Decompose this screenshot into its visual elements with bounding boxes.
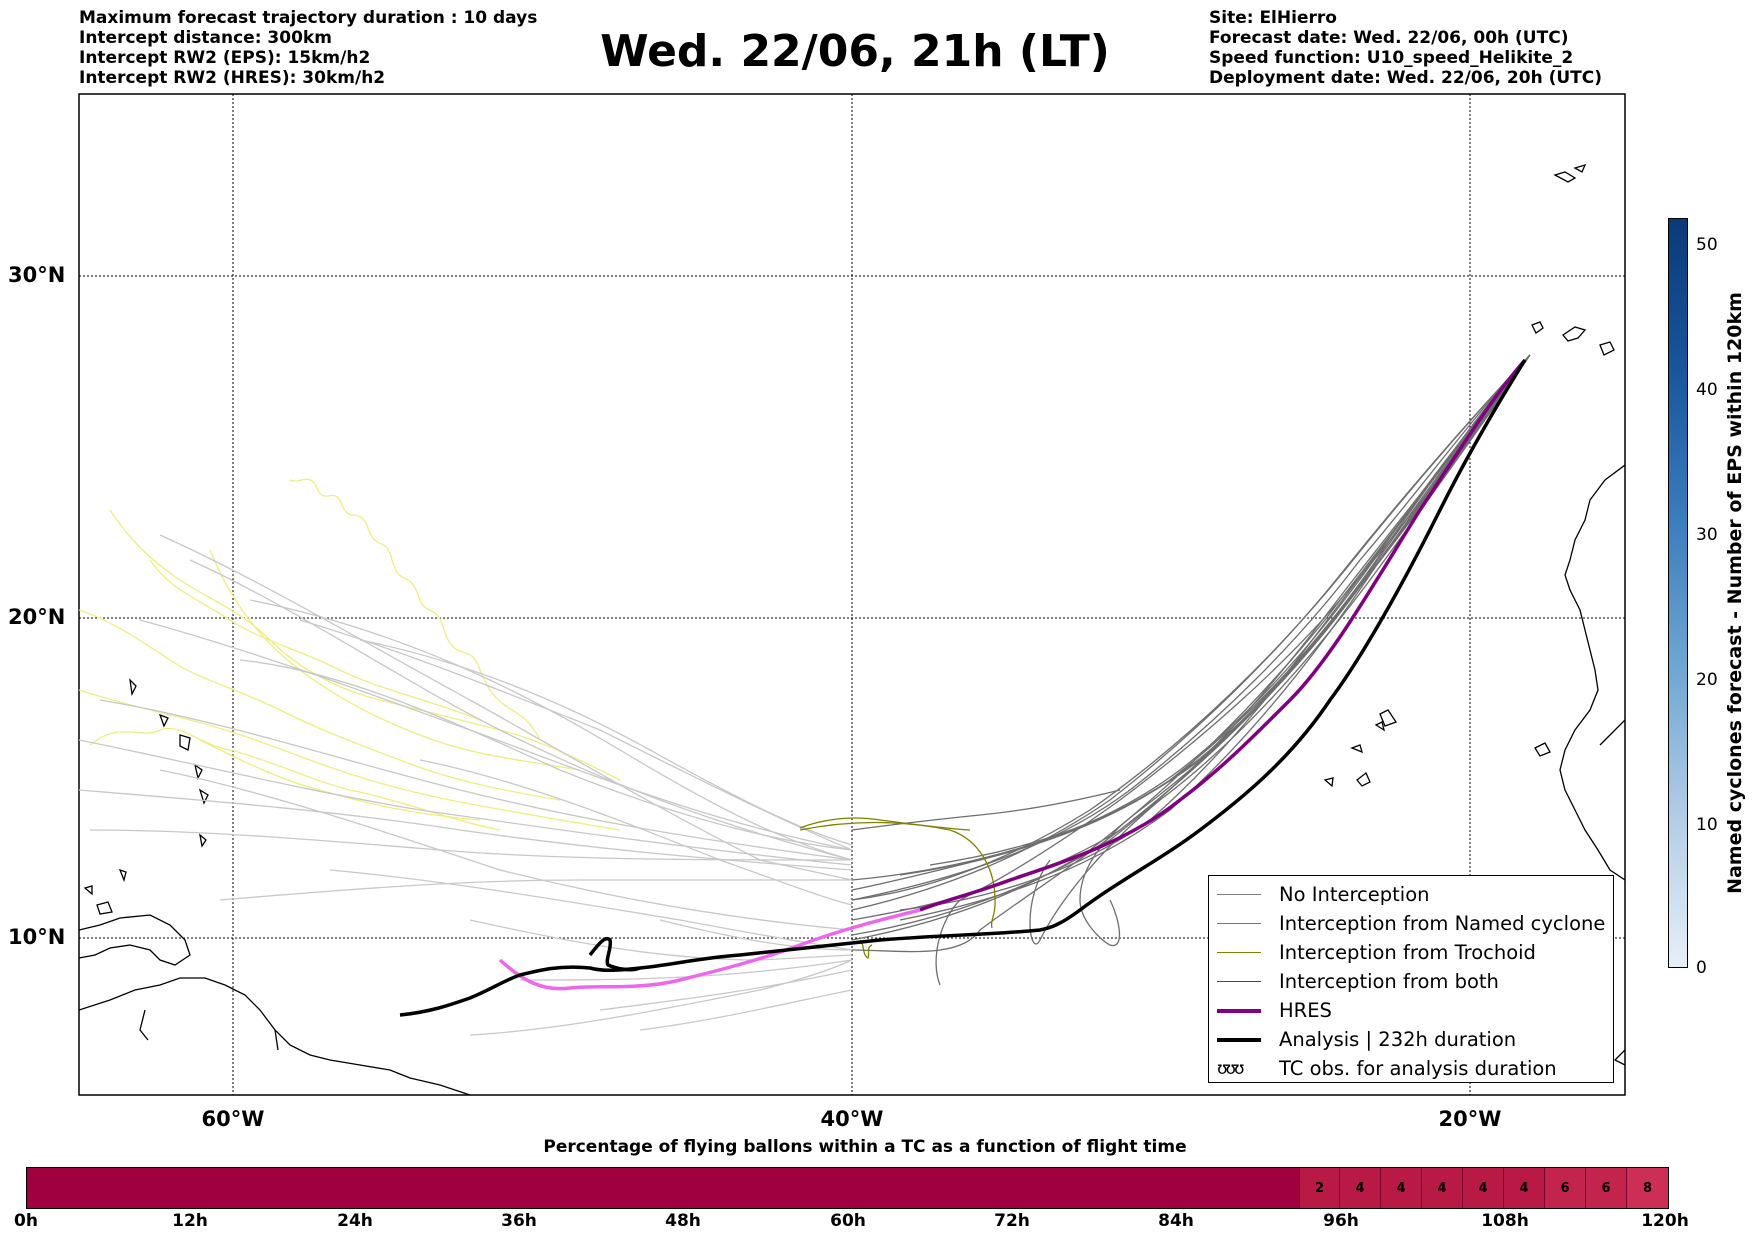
flight-colorbar-title: Percentage of flying ballons within a TC…: [543, 1137, 1187, 1157]
site-info: Site: ElHierro Forecast date: Wed. 22/06…: [1209, 8, 1602, 88]
time-tick: 12h: [172, 1211, 208, 1231]
legend-swatch: [1217, 1037, 1261, 1042]
time-tick: 48h: [665, 1211, 701, 1231]
coastline: [79, 464, 1625, 1095]
cyclone-tick-0: 0: [1696, 958, 1707, 978]
lat-label-30n: 30°N: [8, 263, 66, 287]
lon-label-40w: 40°W: [820, 1107, 884, 1131]
lon-label-20w: 20°W: [1438, 1107, 1502, 1131]
legend-trochoid: Interception from Trochoid: [1217, 938, 1613, 967]
cyclone-tick-30: 30: [1696, 525, 1718, 545]
param-intercept-hres: Intercept RW2 (HRES): 30km/h2: [79, 68, 386, 88]
time-tick: 72h: [994, 1211, 1030, 1231]
trochoid-interception-trajectories: [799, 817, 996, 959]
trochoid-trajectories: [79, 478, 621, 831]
analysis-trajectory: [399, 359, 1527, 1017]
time-tick: 108h: [1481, 1211, 1529, 1231]
legend-label: Analysis | 232h duration: [1279, 1028, 1517, 1051]
eps-trajectories-far: [79, 534, 853, 1036]
time-tick: 96h: [1323, 1211, 1359, 1231]
legend-both: Interception from both: [1217, 967, 1613, 996]
flight-time-colorbar: 2 4 4 4 4 4 6 6 8: [26, 1167, 1669, 1209]
legend-label: Interception from Trochoid: [1279, 941, 1536, 964]
legend-swatch: [1217, 1008, 1261, 1013]
time-tick: 60h: [830, 1211, 866, 1231]
eps-trajectories-near: [851, 354, 1531, 986]
legend-named-cyclone: Interception from Named cyclone: [1217, 909, 1613, 938]
lat-label-10n: 10°N: [8, 925, 66, 949]
tc-obs-symbol-icon: ʊʊʊ: [1217, 1058, 1245, 1079]
legend-analysis: Analysis | 232h duration: [1217, 1025, 1613, 1054]
islands: [83, 163, 1615, 915]
legend-swatch: [1217, 923, 1261, 924]
pct-cell: 2: [1299, 1168, 1339, 1208]
time-tick: 120h: [1641, 1211, 1689, 1231]
legend-label: TC obs. for analysis duration: [1279, 1057, 1557, 1080]
param-intercept-distance: Intercept distance: 300km: [79, 28, 332, 48]
pct-cell: 6: [1585, 1168, 1626, 1208]
map-legend: No Interception Interception from Named …: [1208, 875, 1614, 1083]
pct-cell: 4: [1339, 1168, 1380, 1208]
cyclone-tick-50: 50: [1696, 235, 1718, 255]
param-max-duration: Maximum forecast trajectory duration : 1…: [79, 8, 538, 28]
legend-label: No Interception: [1279, 883, 1430, 906]
cyclone-tick-40: 40: [1696, 380, 1718, 400]
param-intercept-eps: Intercept RW2 (EPS): 15km/h2: [79, 48, 371, 68]
legend-swatch: [1217, 894, 1261, 895]
legend-label: Interception from Named cyclone: [1279, 912, 1606, 935]
cyclone-colorbar-label: Named cyclones forecast - Number of EPS …: [1724, 292, 1746, 894]
pct-cell: 8: [1626, 1168, 1668, 1208]
cyclone-colorbar: [1668, 218, 1688, 968]
pct-cell: 4: [1421, 1168, 1462, 1208]
forecast-date: Forecast date: Wed. 22/06, 00h (UTC): [1209, 28, 1569, 48]
forecast-parameters: Maximum forecast trajectory duration : 1…: [79, 8, 537, 88]
legend-label: HRES: [1279, 999, 1332, 1022]
lat-label-20n: 20°N: [8, 605, 66, 629]
analysis-trajectory-loop: [588, 937, 641, 972]
legend-hres: HRES: [1217, 996, 1613, 1025]
pct-cell: 4: [1503, 1168, 1544, 1208]
pct-cell: 4: [1462, 1168, 1503, 1208]
cyclone-tick-20: 20: [1696, 670, 1718, 690]
site-name: Site: ElHierro: [1209, 8, 1337, 28]
pct-cell: 4: [1380, 1168, 1421, 1208]
hres-trajectory-early: [498, 908, 921, 991]
speed-function: Speed function: U10_speed_Helikite_2: [1209, 48, 1574, 68]
legend-swatch: [1217, 952, 1261, 953]
hres-trajectory: [919, 358, 1527, 912]
cyclone-tick-10: 10: [1696, 815, 1718, 835]
time-tick: 0h: [14, 1211, 38, 1231]
legend-swatch: [1217, 981, 1261, 982]
pct-cell: 6: [1544, 1168, 1585, 1208]
time-tick: 36h: [501, 1211, 537, 1231]
lon-label-60w: 60°W: [201, 1107, 265, 1131]
legend-tc-obs: ʊʊʊ TC obs. for analysis duration: [1217, 1054, 1613, 1083]
legend-label: Interception from both: [1279, 970, 1499, 993]
time-tick: 24h: [337, 1211, 373, 1231]
page-title: Wed. 22/06, 21h (LT): [600, 26, 1110, 77]
time-tick: 84h: [1158, 1211, 1194, 1231]
legend-no-interception: No Interception: [1217, 880, 1613, 909]
deployment-date: Deployment date: Wed. 22/06, 20h (UTC): [1209, 68, 1603, 88]
